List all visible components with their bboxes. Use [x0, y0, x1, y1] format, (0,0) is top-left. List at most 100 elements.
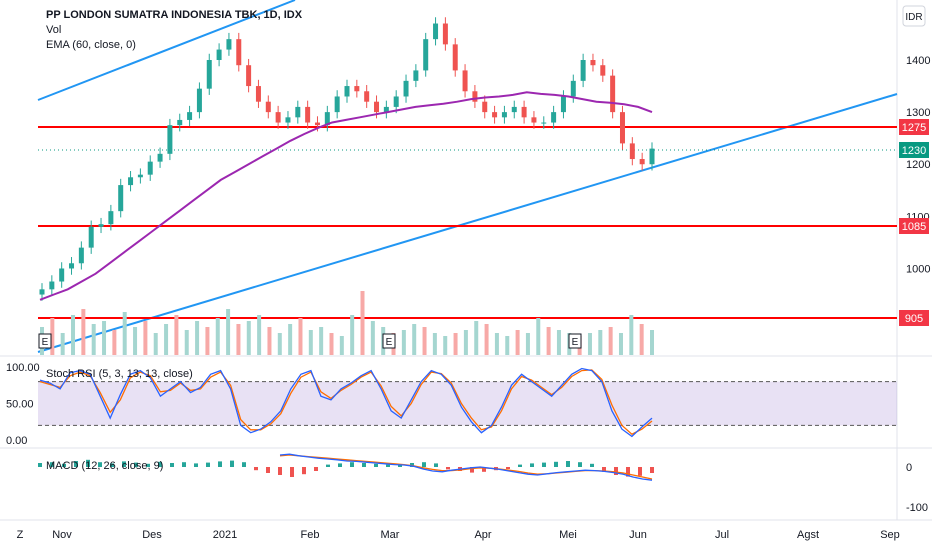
candle-body[interactable] [560, 96, 566, 113]
candle-body[interactable] [324, 112, 330, 126]
volume-bar [639, 324, 644, 355]
candle-body[interactable] [541, 122, 547, 124]
candle-body[interactable] [314, 122, 320, 126]
macd-histogram-bar [542, 462, 546, 467]
candle-body[interactable] [275, 112, 281, 123]
candle-body[interactable] [610, 75, 616, 113]
macd-histogram-bar [62, 463, 66, 467]
candle-body[interactable] [649, 148, 655, 165]
candle-body[interactable] [157, 153, 163, 162]
candle-body[interactable] [619, 112, 625, 144]
volume-bar [102, 321, 107, 355]
candle-body[interactable] [137, 174, 143, 178]
currency-button[interactable] [902, 5, 926, 27]
candle-body[interactable] [364, 91, 370, 102]
candle-body[interactable] [433, 23, 439, 40]
candle-body[interactable] [59, 268, 65, 282]
macd-histogram-bar [86, 459, 90, 467]
earnings-marker[interactable] [568, 333, 582, 349]
candle-body[interactable] [216, 49, 222, 60]
macd-pane[interactable] [38, 453, 654, 481]
candle-body[interactable] [442, 23, 448, 45]
candle-body[interactable] [147, 161, 153, 175]
candle-body[interactable] [383, 106, 389, 113]
legend-vol[interactable]: Vol [46, 24, 62, 36]
stoch-rsi-legend[interactable]: Stoch RSI (5, 3, 13, 13, close) [46, 367, 193, 382]
candle-body[interactable] [167, 125, 173, 154]
ema-line[interactable] [39, 91, 653, 301]
candle-body[interactable] [69, 263, 75, 269]
candle-body[interactable] [334, 96, 340, 113]
candle-body[interactable] [265, 101, 271, 113]
trend-line[interactable] [37, 0, 296, 101]
volume-bar [71, 315, 76, 355]
volume-bar [112, 330, 117, 355]
candle-body[interactable] [285, 117, 291, 123]
candle-body[interactable] [187, 112, 193, 120]
candle-body[interactable] [295, 106, 301, 118]
stoch-rsi-pane[interactable] [38, 367, 897, 438]
volume-bar [360, 291, 365, 355]
candle-body[interactable] [393, 96, 399, 107]
candle-body[interactable] [639, 159, 645, 165]
macd-line[interactable] [279, 453, 653, 481]
legend-ema[interactable]: EMA (60, close, 0) [46, 39, 136, 51]
volume-bar [401, 330, 406, 355]
stoch-k-line[interactable] [39, 367, 653, 438]
price-tick-label: 1300 [906, 107, 930, 119]
stoch-band [38, 381, 897, 426]
candle-body[interactable] [88, 226, 94, 248]
volume-bar [174, 315, 179, 355]
candle-body[interactable] [108, 211, 114, 225]
candle-body[interactable] [501, 112, 507, 118]
macd-histogram-bar [566, 461, 570, 467]
candle-body[interactable] [49, 281, 55, 290]
candle-body[interactable] [511, 106, 517, 113]
candle-body[interactable] [118, 185, 124, 212]
stoch-d-line[interactable] [39, 369, 653, 435]
candle-body[interactable] [413, 70, 419, 81]
macd-legend[interactable]: MACD (12, 26, close, 9) [46, 459, 163, 474]
candle-body[interactable] [305, 106, 311, 123]
candle-body[interactable] [590, 60, 596, 66]
candle-body[interactable] [226, 39, 232, 50]
earnings-marker[interactable] [38, 333, 52, 349]
candle-body[interactable] [78, 247, 84, 264]
macd-histogram-bar [386, 464, 390, 467]
candle-body[interactable] [580, 60, 586, 81]
macd-histogram-bar [110, 463, 114, 467]
candle-body[interactable] [98, 224, 104, 227]
candle-body[interactable] [206, 60, 212, 89]
candle-body[interactable] [551, 112, 557, 123]
trend-line[interactable] [37, 93, 898, 353]
candle-body[interactable] [472, 91, 478, 102]
candle-body[interactable] [354, 86, 360, 92]
candle-body[interactable] [452, 44, 458, 71]
candle-body[interactable] [521, 106, 527, 118]
candle-body[interactable] [423, 39, 429, 71]
candle-body[interactable] [39, 289, 45, 295]
volume-bar [350, 315, 355, 355]
candle-body[interactable] [177, 119, 183, 126]
candle-body[interactable] [629, 143, 635, 160]
candle-body[interactable] [246, 65, 252, 87]
candle-body[interactable] [531, 117, 537, 123]
macd-histogram-bar [50, 462, 54, 467]
candle-body[interactable] [128, 177, 134, 186]
candle-body[interactable] [482, 101, 488, 113]
earnings-marker[interactable] [382, 333, 396, 349]
candle-body[interactable] [492, 112, 498, 118]
candle-body[interactable] [196, 88, 202, 113]
candle-body[interactable] [255, 86, 261, 102]
candle-body[interactable] [462, 70, 468, 92]
time-axis-label: Agst [797, 529, 819, 541]
candle-body[interactable] [600, 65, 606, 76]
candle-body[interactable] [344, 86, 350, 97]
zoom-z-button[interactable]: Z [17, 529, 24, 541]
candle-body[interactable] [374, 101, 380, 113]
candle-body[interactable] [236, 39, 242, 66]
candle-body[interactable] [570, 80, 576, 97]
candle-body[interactable] [403, 80, 409, 97]
